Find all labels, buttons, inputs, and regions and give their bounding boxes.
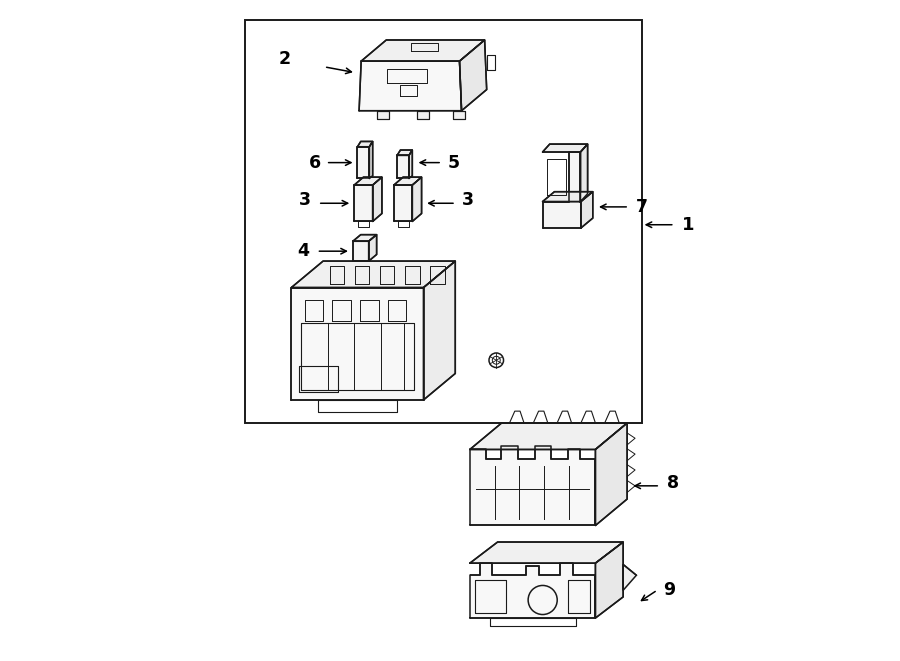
Polygon shape: [353, 235, 376, 241]
Polygon shape: [417, 110, 428, 119]
Polygon shape: [454, 110, 465, 119]
Polygon shape: [357, 147, 369, 178]
Polygon shape: [470, 423, 627, 449]
Polygon shape: [623, 564, 636, 590]
Bar: [245, 20, 642, 423]
Text: 4: 4: [297, 242, 310, 260]
Polygon shape: [355, 185, 373, 221]
Text: 6: 6: [309, 153, 320, 172]
Polygon shape: [543, 192, 593, 202]
Polygon shape: [543, 144, 588, 152]
Text: 2: 2: [279, 50, 291, 69]
Text: 9: 9: [663, 581, 676, 599]
Polygon shape: [394, 185, 412, 221]
Polygon shape: [409, 150, 412, 178]
Polygon shape: [394, 177, 421, 185]
Polygon shape: [357, 141, 373, 147]
Polygon shape: [397, 150, 412, 155]
Polygon shape: [412, 177, 421, 221]
Polygon shape: [470, 446, 596, 525]
Polygon shape: [543, 152, 580, 228]
Text: 5: 5: [447, 153, 459, 172]
Polygon shape: [596, 542, 623, 618]
Polygon shape: [460, 40, 487, 110]
Text: 3: 3: [462, 191, 473, 209]
Polygon shape: [580, 144, 588, 202]
Polygon shape: [292, 288, 424, 400]
Polygon shape: [361, 40, 484, 61]
Text: 3: 3: [299, 191, 310, 209]
Polygon shape: [470, 542, 623, 563]
Polygon shape: [397, 155, 409, 178]
Polygon shape: [353, 241, 369, 261]
Polygon shape: [359, 61, 462, 110]
Polygon shape: [373, 177, 382, 221]
Polygon shape: [369, 141, 373, 178]
Polygon shape: [470, 563, 596, 618]
Polygon shape: [424, 261, 455, 400]
Polygon shape: [596, 423, 627, 525]
Polygon shape: [580, 192, 593, 228]
Polygon shape: [355, 177, 382, 185]
Text: 1: 1: [681, 215, 694, 234]
Polygon shape: [377, 110, 389, 119]
Polygon shape: [292, 261, 455, 288]
Polygon shape: [369, 235, 376, 261]
Text: 7: 7: [636, 198, 648, 216]
Text: 8: 8: [668, 473, 680, 492]
